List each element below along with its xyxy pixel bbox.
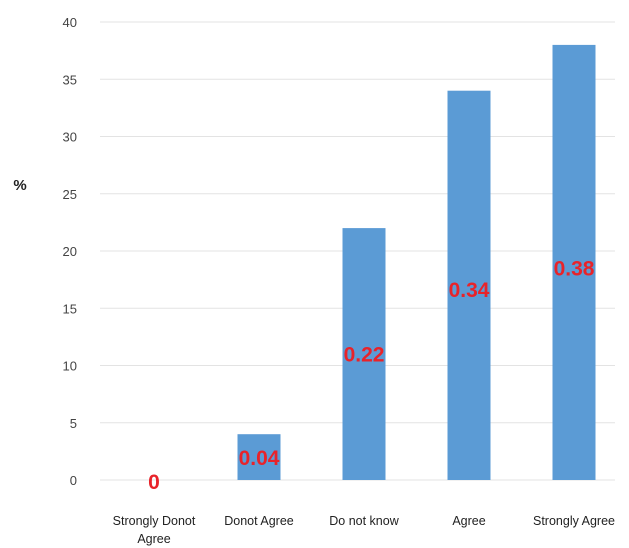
y-tick-label: 5 bbox=[70, 416, 77, 431]
data-label: 0.22 bbox=[344, 344, 385, 367]
category-labels: Strongly Donot Agree Donot Agree Do not kno… bbox=[113, 514, 615, 546]
x-category-label: Strongly Agree bbox=[533, 514, 615, 528]
data-label: 0.34 bbox=[449, 279, 490, 302]
y-tick-label: 15 bbox=[63, 301, 77, 316]
data-label: 0.04 bbox=[239, 447, 280, 470]
y-axis-label: % bbox=[13, 177, 26, 194]
y-tick-label: 35 bbox=[63, 72, 77, 87]
x-category-label: Agree bbox=[137, 532, 170, 546]
bar bbox=[447, 90, 491, 480]
y-tick-label: 40 bbox=[63, 15, 77, 30]
y-tick-label: 0 bbox=[70, 473, 77, 488]
y-tick-label: 25 bbox=[63, 187, 77, 202]
y-tick-label: 30 bbox=[63, 130, 77, 145]
bar bbox=[237, 434, 281, 480]
y-axis-ticks: 0 5 10 15 20 25 30 35 40 bbox=[63, 15, 77, 488]
data-labels: 0 0.04 0.22 0.34 0.38 bbox=[148, 258, 595, 494]
bar bbox=[552, 44, 596, 481]
x-category-label: Do not know bbox=[329, 514, 399, 528]
data-label: 0 bbox=[148, 471, 160, 494]
y-tick-label: 20 bbox=[63, 244, 77, 259]
y-tick-label: 10 bbox=[63, 359, 77, 374]
bars bbox=[237, 44, 596, 481]
data-label: 0.38 bbox=[554, 258, 595, 281]
x-category-label: Strongly Donot bbox=[113, 514, 196, 528]
bar bbox=[342, 228, 386, 480]
x-category-label: Donot Agree bbox=[224, 514, 294, 528]
x-category-label: Agree bbox=[452, 514, 485, 528]
